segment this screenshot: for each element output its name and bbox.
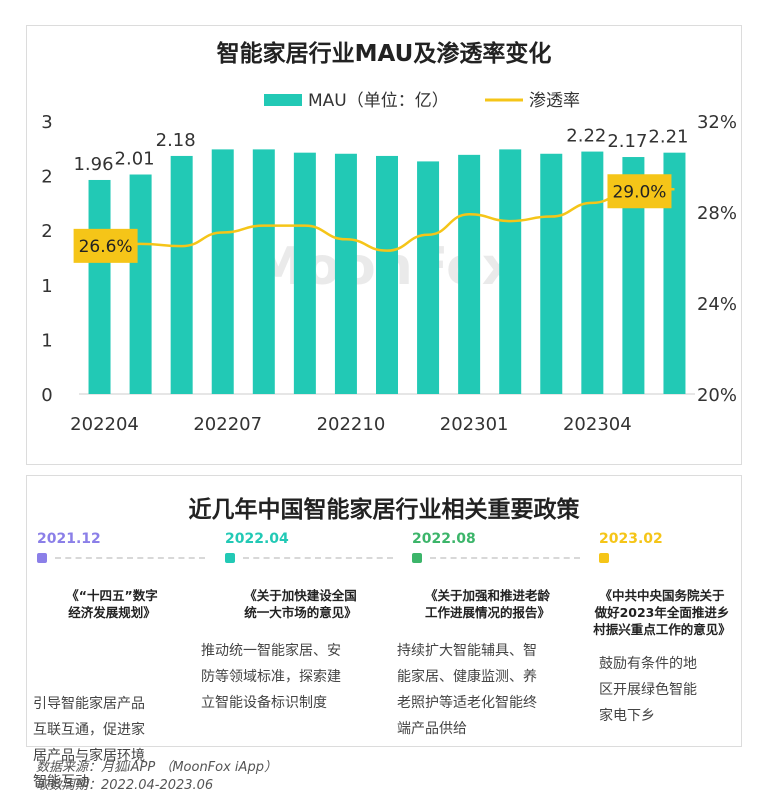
policy-name: 《“十四五”数字 经济发展规划》 [37, 587, 187, 621]
mau-bar [211, 149, 234, 394]
line-label-box [73, 228, 138, 263]
policy-desc-line: 端产品供给 [397, 721, 467, 737]
policy-desc-line: 智能互动 [33, 774, 89, 790]
bar-data-label: 2.22 [566, 126, 606, 147]
policy-name-line: 《关于加强和推进老龄 [424, 588, 550, 603]
legend-swatch-mau [264, 94, 302, 106]
policy-name-line: 《中共中央国务院关于 [599, 588, 725, 603]
left-axis-tick-label: 1 [41, 330, 52, 351]
mau-bar [663, 152, 686, 394]
policy-name-line: 统一大市场的意见》 [244, 605, 357, 620]
data-source-note: 数据来源：月狐iAPP （MoonFox iApp） [36, 760, 277, 775]
policy-desc-line: 立智能设备标识制度 [201, 695, 327, 711]
mau-bar [417, 161, 440, 394]
policy-desc-line: 防等领域标准，探索建 [201, 669, 341, 685]
timeline-dash [55, 557, 205, 559]
timeline-dash [430, 557, 580, 559]
policy-desc-line: 居产品与家居环境 [33, 748, 145, 764]
line-label-box [607, 174, 672, 209]
policy-date: 2021.12 [37, 531, 101, 547]
left-axis-tick-label: 2 [41, 167, 52, 188]
policy-description: 引导智能家居产品 互联互通，促进家 居产品与家居环境 智能互动 [33, 691, 198, 795]
right-axis-tick-label: 28% [697, 203, 737, 224]
mau-bar [581, 151, 604, 394]
policy-date: 2022.08 [412, 531, 476, 547]
mau-bar [293, 152, 316, 394]
chart-panel: 智能家居行业MAU及渗透率变化 MoonFoxMAU（单位：亿）渗透率01122… [26, 25, 742, 465]
mau-bar [252, 149, 275, 394]
policy-date: 2022.04 [225, 531, 289, 547]
timeline-marker [225, 553, 235, 563]
policy-description: 推动统一智能家居、安 防等领域标准，探索建 立智能设备标识制度 [201, 638, 381, 716]
bar-data-label: 2.18 [156, 130, 196, 151]
data-period-note: 取数周期：2022.04-2023.06 [36, 778, 214, 793]
policy-panel: 近几年中国智能家居行业相关重要政策 2021.12 《“十四五”数字 经济发展规… [26, 475, 742, 790]
chart-title: 智能家居行业MAU及渗透率变化 [216, 41, 552, 67]
policy-description: 鼓励有条件的地 区开展绿色智能 家电下乡 [599, 651, 749, 729]
timeline-marker [599, 553, 609, 563]
policy-name-line: 《“十四五”数字 [66, 588, 158, 603]
policy-desc-line: 引导智能家居产品 [33, 696, 145, 712]
policy-desc-line: 家电下乡 [599, 708, 655, 724]
mau-bar [540, 153, 563, 394]
right-axis-tick-label: 32% [697, 112, 737, 133]
policy-name-line: 工作进展情况的报告》 [424, 605, 550, 620]
mau-bar [622, 157, 645, 394]
policy-name: 《中共中央国务院关于 做好2023年全面推进乡 村振兴重点工作的意见》 [577, 587, 747, 638]
bar-data-label: 2.21 [648, 127, 688, 148]
policy-name-line: 经济发展规划》 [68, 605, 156, 620]
x-axis-tick-label: 202210 [317, 414, 386, 435]
policy-description: 持续扩大智能辅具、智 能家居、健康监测、养 老照护等适老化智能终 端产品供给 [397, 638, 577, 742]
mau-bar [458, 154, 481, 394]
policy-name-line: 村振兴重点工作的意见》 [593, 622, 731, 637]
right-axis-tick-label: 24% [697, 294, 737, 315]
mau-bar [88, 179, 111, 394]
policy-desc-line: 鼓励有条件的地 [599, 656, 697, 672]
line-data-label: 29.0% [612, 182, 666, 202]
mau-bar [129, 174, 152, 394]
policy-desc-line: 老照护等适老化智能终 [397, 695, 537, 711]
mau-bar [499, 149, 522, 394]
right-axis-tick-label: 20% [697, 385, 737, 406]
mau-bar [376, 155, 398, 394]
timeline-marker [412, 553, 422, 563]
left-axis-tick-label: 1 [41, 276, 52, 297]
policy-desc-line: 能家居、健康监测、养 [397, 669, 537, 685]
mau-penetration-chart: MoonFoxMAU（单位：亿）渗透率01122320%24%28%32%202… [41, 91, 737, 435]
policy-title: 近几年中国智能家居行业相关重要政策 [188, 497, 580, 523]
timeline-dash [243, 557, 393, 559]
x-axis-tick-label: 202204 [70, 414, 139, 435]
policy-desc-line: 持续扩大智能辅具、智 [397, 643, 537, 659]
x-axis-tick-label: 202301 [440, 414, 509, 435]
policy-desc-line: 区开展绿色智能 [599, 682, 697, 698]
policy-name: 《关于加快建设全国 统一大市场的意见》 [213, 587, 388, 621]
x-axis-tick-label: 202207 [193, 414, 262, 435]
left-axis-tick-label: 0 [41, 385, 52, 406]
policy-desc-line: 互联互通，促进家 [33, 722, 145, 738]
mau-bar [334, 153, 357, 394]
policy-name-line: 做好2023年全面推进乡 [594, 605, 730, 620]
bar-data-label: 1.96 [73, 154, 113, 175]
mau-bar [170, 155, 193, 394]
bar-data-label: 2.17 [607, 131, 647, 152]
left-axis-tick-label: 2 [41, 221, 52, 242]
timeline-marker [37, 553, 47, 563]
left-axis-tick-label: 3 [41, 112, 52, 133]
line-data-label: 26.6% [79, 237, 133, 257]
penetration-line [99, 188, 675, 259]
policy-date: 2023.02 [599, 531, 663, 547]
legend-label-penetration: 渗透率 [529, 91, 580, 111]
policy-name-line: 《关于加快建设全国 [244, 588, 357, 603]
policy-desc-line: 推动统一智能家居、安 [201, 643, 341, 659]
x-axis-tick-label: 202304 [563, 414, 632, 435]
bar-data-label: 2.01 [115, 149, 155, 170]
legend-label-mau: MAU（单位：亿） [308, 91, 449, 111]
policy-name: 《关于加强和推进老龄 工作进展情况的报告》 [400, 587, 575, 621]
